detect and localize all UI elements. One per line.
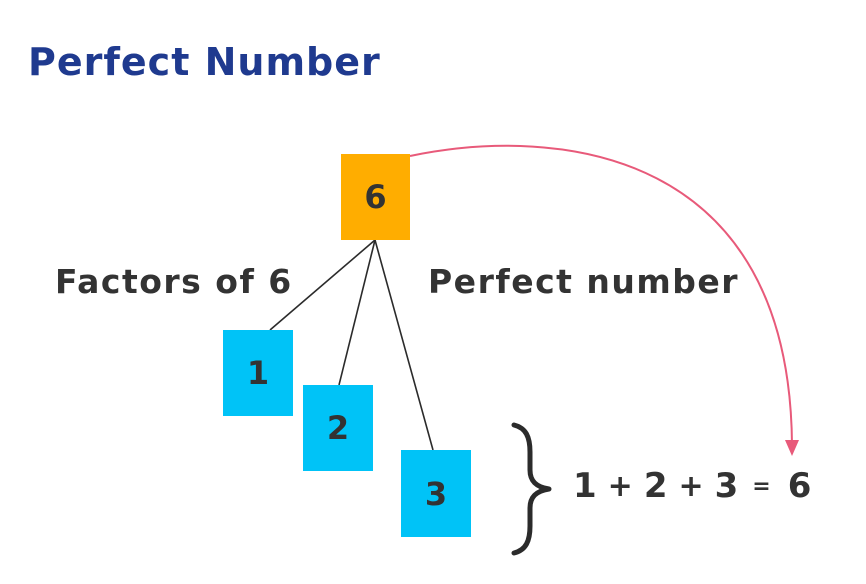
sum-equation: 1 + 2 + 3 = 6 [573, 466, 811, 506]
factors-label: Factors of 6 [55, 262, 293, 301]
plus-operator: + [607, 468, 633, 504]
equation-term-1: 1 [573, 466, 597, 506]
page-title: Perfect Number [28, 40, 381, 84]
factor-value: 2 [326, 409, 350, 447]
curly-brace-icon [511, 422, 552, 556]
equation-result: 6 [787, 466, 812, 506]
number-value: 6 [364, 178, 387, 216]
connector-line-3 [374, 239, 434, 451]
curved-arrow [409, 144, 793, 446]
connector-line-1 [269, 239, 376, 331]
connector-line-2 [338, 239, 376, 386]
equation-term-2: 2 [643, 466, 668, 506]
equals-sign: = [752, 473, 771, 499]
factor-value: 3 [424, 474, 448, 513]
number-box: 6 [341, 154, 410, 240]
factor-box-2: 2 [303, 385, 373, 471]
factor-box-1: 1 [223, 330, 293, 416]
factor-value: 1 [246, 354, 270, 392]
arrow-head-icon [785, 440, 799, 456]
equation-term-3: 3 [714, 466, 739, 506]
plus-operator: + [678, 468, 704, 504]
factor-box-3: 3 [401, 450, 471, 537]
perfect-number-label: Perfect number [428, 262, 740, 301]
